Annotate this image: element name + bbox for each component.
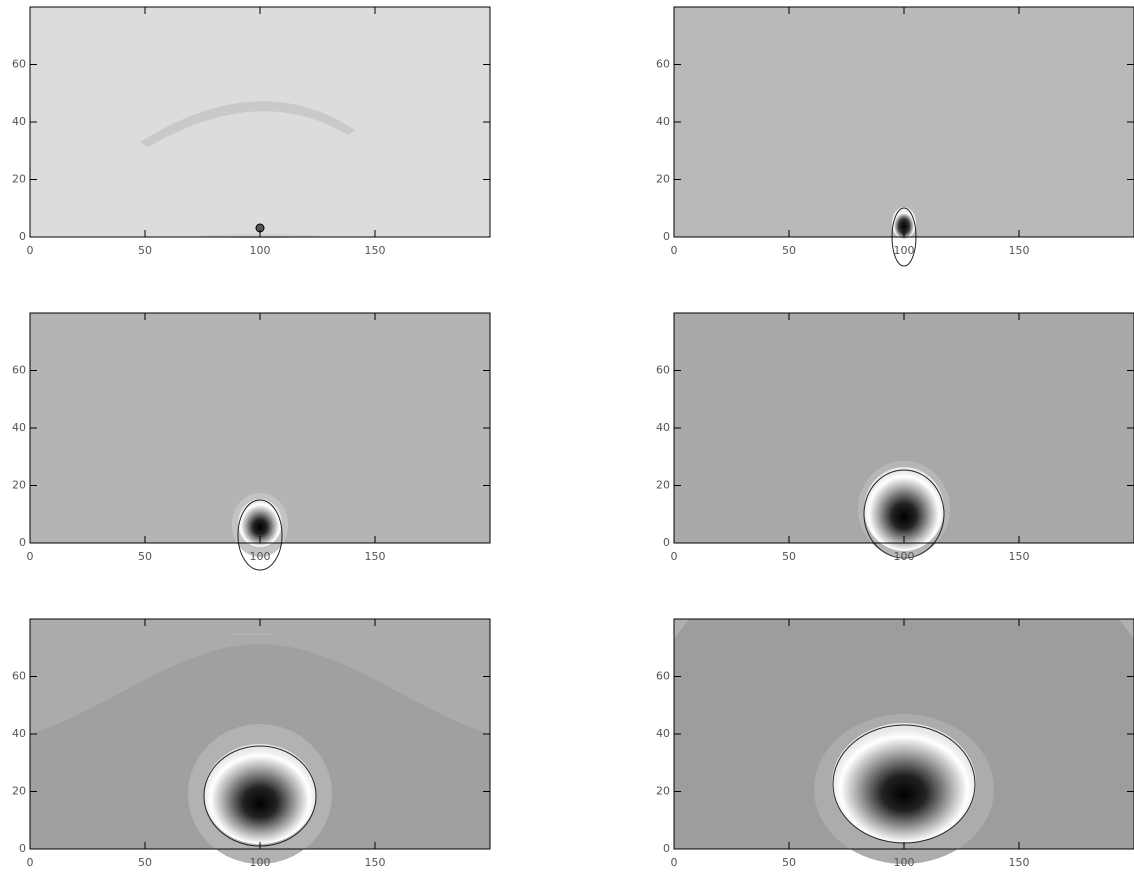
y-tick-label: 60 — [656, 58, 670, 71]
y-tick-label: 60 — [12, 670, 26, 683]
x-tick-label: 50 — [782, 856, 796, 869]
axes: 0 50 100 150 0 20 40 60 0 50 100 150 0 20 40 60 0 50 100 15… — [12, 6, 1134, 869]
y-tick-label: 40 — [656, 115, 670, 128]
y-tick-label: 20 — [12, 785, 26, 798]
x-tick-label: 100 — [250, 550, 271, 563]
y-tick-label: 60 — [656, 364, 670, 377]
x-tick-label: 100 — [894, 244, 915, 257]
y-tick-label: 0 — [19, 536, 26, 549]
y-tick-label: 20 — [656, 173, 670, 186]
y-tick-label: 0 — [663, 536, 670, 549]
plot-background — [674, 7, 1134, 237]
x-tick-label: 150 — [1009, 550, 1030, 563]
x-tick-label: 50 — [782, 550, 796, 563]
x-tick-label: 150 — [365, 550, 386, 563]
panel-5-field — [30, 633, 490, 864]
x-tick-label: 50 — [138, 856, 152, 869]
y-tick-label: 60 — [656, 670, 670, 683]
x-tick-label: 100 — [250, 856, 271, 869]
x-tick-label: 150 — [365, 856, 386, 869]
x-tick-label: 150 — [1009, 244, 1030, 257]
y-tick-label: 20 — [656, 479, 670, 492]
x-tick-label: 0 — [27, 856, 34, 869]
y-tick-label: 40 — [12, 115, 26, 128]
y-tick-label: 60 — [12, 364, 26, 377]
x-tick-label: 0 — [27, 550, 34, 563]
panel-4-field — [858, 461, 950, 559]
y-tick-label: 20 — [656, 785, 670, 798]
y-tick-label: 0 — [663, 842, 670, 855]
plot-background — [30, 7, 490, 237]
y-tick-label: 40 — [12, 727, 26, 740]
x-tick-label: 150 — [1009, 856, 1030, 869]
x-tick-label: 100 — [250, 244, 271, 257]
x-tick-label: 50 — [138, 244, 152, 257]
x-tick-label: 0 — [671, 244, 678, 257]
y-tick-label: 20 — [12, 173, 26, 186]
y-tick-label: 20 — [12, 479, 26, 492]
x-tick-label: 0 — [671, 856, 678, 869]
panel-6-field — [674, 619, 1134, 864]
x-tick-label: 150 — [365, 244, 386, 257]
x-tick-label: 100 — [894, 550, 915, 563]
x-tick-label: 0 — [27, 244, 34, 257]
y-tick-label: 0 — [663, 230, 670, 243]
y-tick-label: 40 — [12, 421, 26, 434]
y-tick-label: 40 — [656, 421, 670, 434]
panel-3-field — [232, 493, 288, 571]
y-tick-label: 60 — [12, 58, 26, 71]
x-tick-label: 50 — [138, 550, 152, 563]
y-tick-label: 0 — [19, 842, 26, 855]
x-tick-label: 50 — [782, 244, 796, 257]
y-tick-label: 40 — [656, 727, 670, 740]
x-tick-label: 100 — [894, 856, 915, 869]
y-tick-label: 0 — [19, 230, 26, 243]
x-tick-label: 0 — [671, 550, 678, 563]
